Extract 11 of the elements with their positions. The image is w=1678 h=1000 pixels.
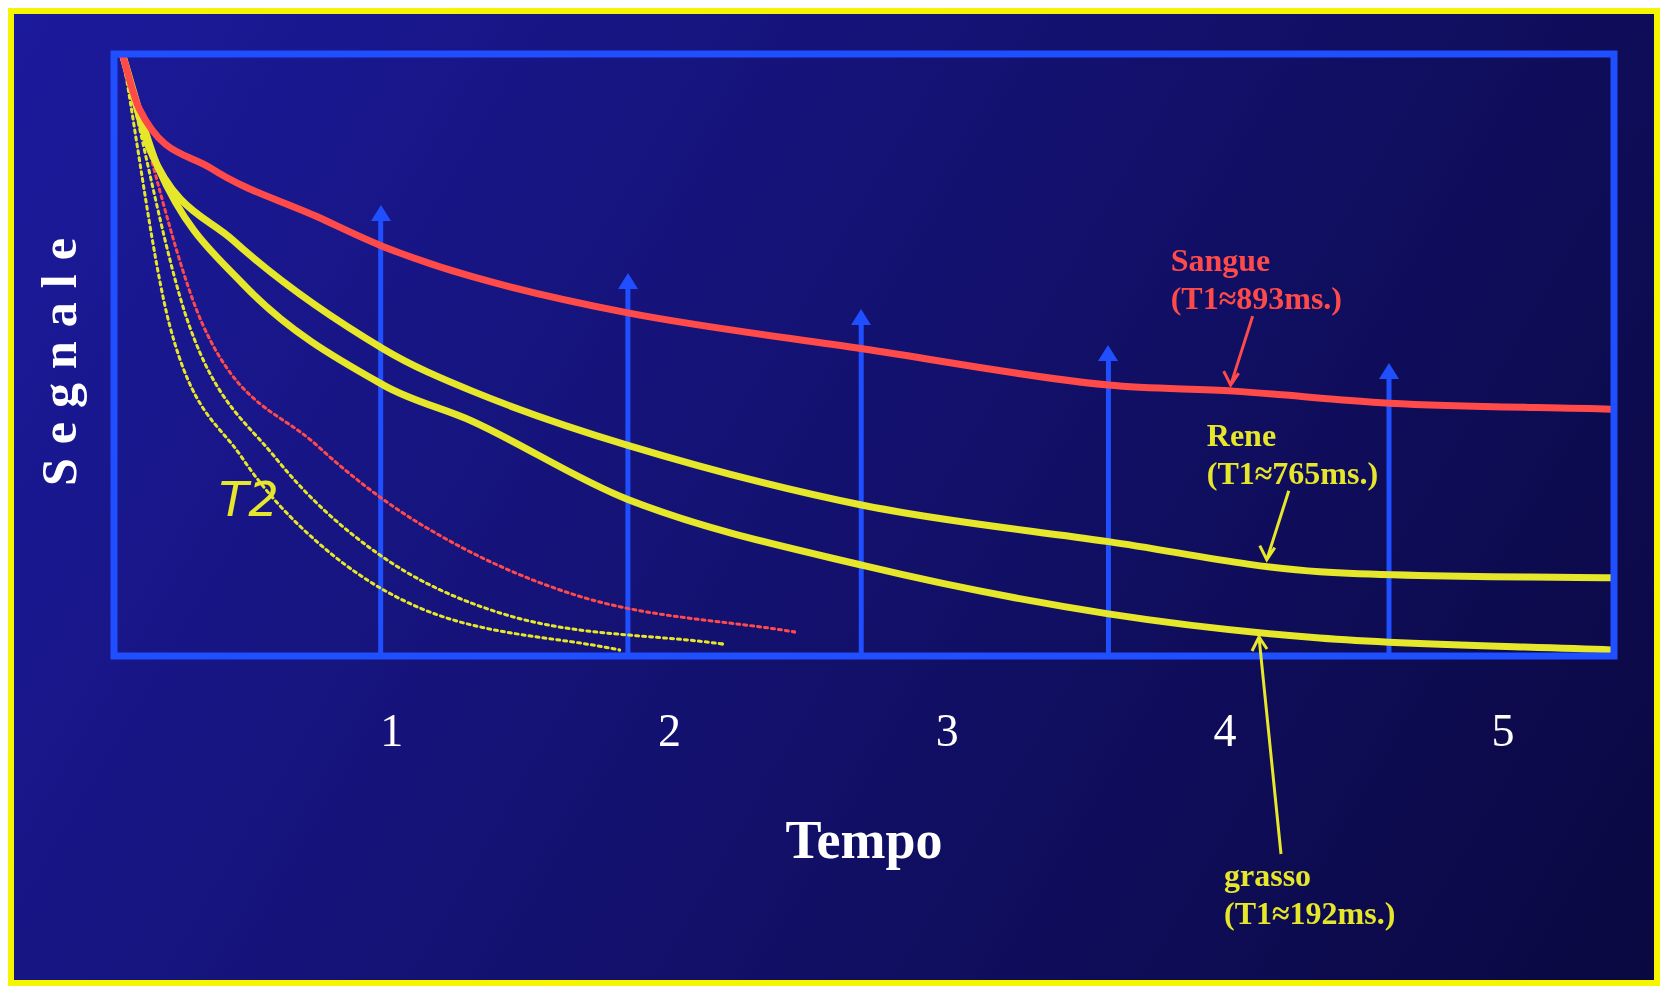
x-tick-label: 3 bbox=[935, 704, 959, 756]
x-tick-label: 2 bbox=[658, 704, 682, 756]
x-tick-label: 4 bbox=[1213, 704, 1237, 756]
x-axis-title: Tempo bbox=[785, 809, 943, 870]
x-tick-label: 5 bbox=[1491, 704, 1515, 756]
y-axis-title: Segnale bbox=[31, 224, 87, 486]
annotation: T2 bbox=[219, 471, 279, 527]
annotation: Rene (T1≈765ms.) bbox=[1206, 416, 1379, 491]
text: grasso (T1≈192ms.) bbox=[1224, 857, 1396, 931]
annotation: Sangue (T1≈893ms.) bbox=[1170, 242, 1342, 317]
x-tick-label: 1 bbox=[380, 704, 404, 756]
